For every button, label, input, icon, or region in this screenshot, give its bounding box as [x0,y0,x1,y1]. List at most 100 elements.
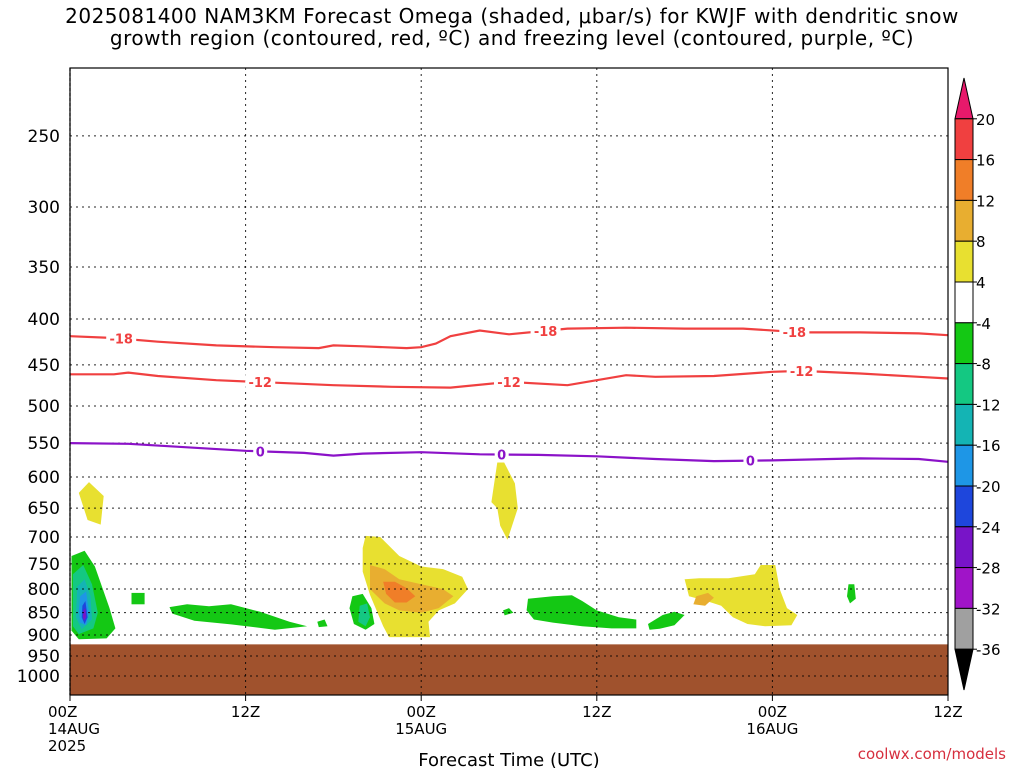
colorbar-swatch [954,281,974,324]
colorbar-label: -16 [976,437,1001,455]
x-tick-label: 2025 [48,737,86,755]
x-tick-label: 00Z [758,703,787,721]
contour-label: -18 [783,326,807,341]
plot-frame [69,67,949,696]
x-tick-label: 14AUG [48,720,100,738]
contour-label-bg [253,443,268,460]
chart-title-line-2: growth region (contoured, red, ºC) and f… [109,26,915,50]
contour-line [69,442,949,463]
colorbar-label: -20 [976,478,1001,496]
y-tick-label: 250 [28,127,60,147]
colorbar-label: 8 [976,233,986,251]
colorbar-swatch [954,567,974,609]
omega-region-20 [693,592,714,606]
y-tick-label: 500 [28,397,60,417]
colorbar-label: 20 [976,111,995,129]
y-tick-label: 750 [28,555,60,575]
contour-label: -12 [497,376,521,391]
colorbar-label: -24 [976,519,1001,537]
y-tick-label: 900 [28,626,60,646]
contour-label-bg [743,452,758,469]
contour-label-bg [245,374,276,391]
chart-title-line-1: 2025081400 NAM3KM Forecast Omega (shaded… [65,4,959,28]
contour-label: -12 [790,365,814,380]
x-tick-label: 12Z [231,703,260,721]
y-tick-label: 300 [28,198,60,218]
omega-region-18 [648,611,685,630]
colorbar-swatch [954,118,974,161]
x-tick-label: 16AUG [746,720,798,738]
contour-line [69,326,949,350]
colorbar-label: 4 [976,274,986,292]
colorbar-label: -36 [976,641,1001,659]
contour-label: 0 [256,445,265,460]
colorbar-swatch [954,526,974,569]
colorbar-label: 16 [976,152,995,170]
x-axis-title: Forecast Time (UTC) [418,750,599,768]
y-tick-label: 800 [28,580,60,600]
omega-region-12 [383,581,416,603]
omega-regions [71,460,856,640]
colorbar-label: -28 [976,560,1001,578]
omega-region-6 [82,608,87,621]
omega-region-21 [847,584,856,604]
y-axis-labels: 2503003504004505005506006507007508008509… [17,127,60,687]
contour-label: -18 [534,325,558,340]
omega-region-15 [491,460,518,540]
colorbar-label: -32 [976,600,1001,618]
colorbar-swatch [954,199,974,242]
colorbar-label: -8 [976,356,991,374]
x-tick-label: 00Z [407,703,436,721]
colorbar-swatch [954,363,974,405]
x-tick-label: 12Z [582,703,611,721]
y-tick-label: 1000 [17,667,60,687]
colorbar-label: 12 [976,192,995,210]
contour-0: -18 -18 -18 [69,322,949,350]
colorbar-swatch [954,607,974,650]
colorbar-swatch [954,444,974,487]
contour-label: -18 [109,333,133,348]
omega-region-19 [684,565,798,627]
footer-link[interactable]: coolwx.com/models [857,745,1006,763]
colorbar: 20 16 12 8 4 -4 -8 -12 -16 -20 -24 -28 -32 -36 [954,77,1001,691]
contour-label-bg [779,323,810,340]
omega-region-9 [317,619,328,628]
colorbar-swatch [954,322,974,365]
contour-label: -12 [248,376,272,391]
y-tick-label: 400 [28,310,60,330]
y-tick-label: 600 [28,468,60,488]
omega-region-8 [169,604,308,630]
colorbar-swatch [954,159,974,201]
omega-region-14 [358,603,370,627]
contour-label-bg [530,322,561,339]
y-tick-label: 350 [28,258,60,278]
colorbar-label: -4 [976,315,991,333]
x-tick-label: 00Z [48,703,77,721]
contour-label-bg [494,446,509,463]
x-tick-label: 15AUG [395,720,447,738]
colorbar-label: -12 [976,396,1001,414]
colorbar-swatch [954,240,974,283]
contour-1: -12 -12 -12 [70,362,949,391]
y-tick-label: 700 [28,528,60,548]
contour-label: 0 [497,449,506,464]
colorbar-swatch [954,77,974,120]
colorbar-swatch [954,403,974,446]
omega-region-17 [526,595,637,629]
omega-region-0 [78,482,104,525]
y-tick-label: 450 [28,356,60,376]
omega-region-7 [131,592,145,605]
ground-fill [70,644,948,695]
y-tick-label: 950 [28,647,60,667]
contour-2: 0 0 0 [69,442,949,470]
y-tick-label: 550 [28,434,60,454]
y-tick-label: 650 [28,499,60,519]
omega-region-11 [370,565,454,613]
colorbar-swatch [954,485,974,528]
contour-label: 0 [746,455,755,470]
x-tick-label: 12Z [933,703,962,721]
omega-region-16 [503,608,514,616]
contour-label-bg [106,330,137,347]
